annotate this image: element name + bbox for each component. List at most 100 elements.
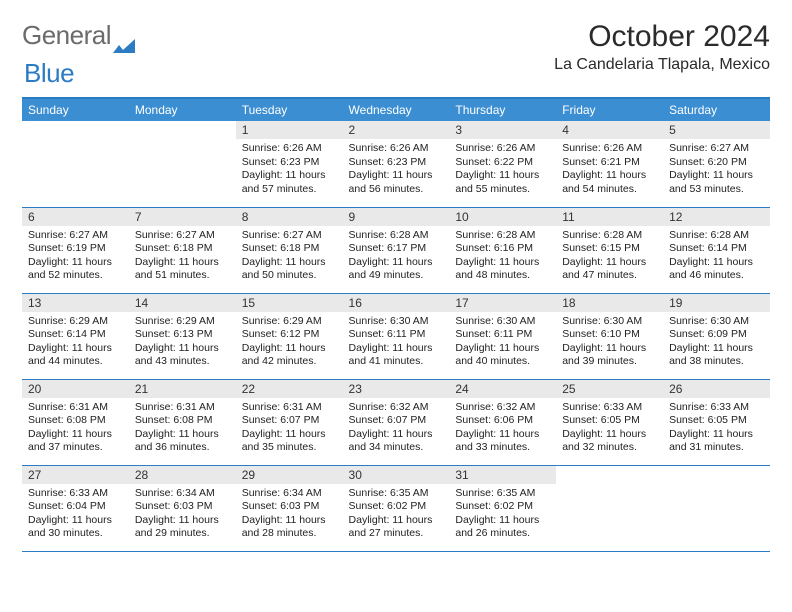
day-number: 13 [22, 294, 129, 312]
day-details: Sunrise: 6:33 AMSunset: 6:05 PMDaylight:… [663, 398, 770, 458]
day-details: Sunrise: 6:28 AMSunset: 6:15 PMDaylight:… [556, 226, 663, 286]
day-number: 22 [236, 380, 343, 398]
day-header: Monday [129, 98, 236, 121]
calendar-cell: 23Sunrise: 6:32 AMSunset: 6:07 PMDayligh… [343, 379, 450, 465]
day-number: 16 [343, 294, 450, 312]
day-number: 30 [343, 466, 450, 484]
day-details: Sunrise: 6:29 AMSunset: 6:14 PMDaylight:… [22, 312, 129, 372]
calendar-cell: 14Sunrise: 6:29 AMSunset: 6:13 PMDayligh… [129, 293, 236, 379]
calendar-cell: 15Sunrise: 6:29 AMSunset: 6:12 PMDayligh… [236, 293, 343, 379]
day-details: Sunrise: 6:26 AMSunset: 6:22 PMDaylight:… [449, 139, 556, 199]
day-header: Tuesday [236, 98, 343, 121]
day-details: Sunrise: 6:28 AMSunset: 6:16 PMDaylight:… [449, 226, 556, 286]
calendar-cell: 16Sunrise: 6:30 AMSunset: 6:11 PMDayligh… [343, 293, 450, 379]
day-number: 4 [556, 121, 663, 139]
day-details: Sunrise: 6:27 AMSunset: 6:18 PMDaylight:… [236, 226, 343, 286]
calendar-cell [663, 465, 770, 551]
calendar-cell: 30Sunrise: 6:35 AMSunset: 6:02 PMDayligh… [343, 465, 450, 551]
day-number: 2 [343, 121, 450, 139]
day-number: 21 [129, 380, 236, 398]
calendar-cell: 20Sunrise: 6:31 AMSunset: 6:08 PMDayligh… [22, 379, 129, 465]
day-number: 20 [22, 380, 129, 398]
day-details: Sunrise: 6:32 AMSunset: 6:07 PMDaylight:… [343, 398, 450, 458]
day-details: Sunrise: 6:31 AMSunset: 6:08 PMDaylight:… [129, 398, 236, 458]
day-details: Sunrise: 6:30 AMSunset: 6:11 PMDaylight:… [343, 312, 450, 372]
day-details: Sunrise: 6:27 AMSunset: 6:19 PMDaylight:… [22, 226, 129, 286]
calendar-cell: 7Sunrise: 6:27 AMSunset: 6:18 PMDaylight… [129, 207, 236, 293]
day-header: Friday [556, 98, 663, 121]
day-details: Sunrise: 6:27 AMSunset: 6:18 PMDaylight:… [129, 226, 236, 286]
day-details: Sunrise: 6:33 AMSunset: 6:04 PMDaylight:… [22, 484, 129, 544]
day-number: 7 [129, 208, 236, 226]
day-number: 28 [129, 466, 236, 484]
calendar-cell: 21Sunrise: 6:31 AMSunset: 6:08 PMDayligh… [129, 379, 236, 465]
calendar-cell: 9Sunrise: 6:28 AMSunset: 6:17 PMDaylight… [343, 207, 450, 293]
day-details: Sunrise: 6:33 AMSunset: 6:05 PMDaylight:… [556, 398, 663, 458]
calendar-cell: 27Sunrise: 6:33 AMSunset: 6:04 PMDayligh… [22, 465, 129, 551]
day-number: 25 [556, 380, 663, 398]
day-details: Sunrise: 6:26 AMSunset: 6:21 PMDaylight:… [556, 139, 663, 199]
day-number: 27 [22, 466, 129, 484]
day-details: Sunrise: 6:28 AMSunset: 6:17 PMDaylight:… [343, 226, 450, 286]
calendar-table: SundayMondayTuesdayWednesdayThursdayFrid… [22, 97, 770, 552]
calendar-cell: 8Sunrise: 6:27 AMSunset: 6:18 PMDaylight… [236, 207, 343, 293]
calendar-cell: 24Sunrise: 6:32 AMSunset: 6:06 PMDayligh… [449, 379, 556, 465]
calendar-cell: 3Sunrise: 6:26 AMSunset: 6:22 PMDaylight… [449, 121, 556, 207]
day-number: 31 [449, 466, 556, 484]
calendar-cell: 29Sunrise: 6:34 AMSunset: 6:03 PMDayligh… [236, 465, 343, 551]
day-number: 17 [449, 294, 556, 312]
day-details: Sunrise: 6:30 AMSunset: 6:09 PMDaylight:… [663, 312, 770, 372]
day-number: 5 [663, 121, 770, 139]
day-details: Sunrise: 6:32 AMSunset: 6:06 PMDaylight:… [449, 398, 556, 458]
day-number: 23 [343, 380, 450, 398]
day-details: Sunrise: 6:31 AMSunset: 6:08 PMDaylight:… [22, 398, 129, 458]
calendar-cell: 4Sunrise: 6:26 AMSunset: 6:21 PMDaylight… [556, 121, 663, 207]
day-number: 6 [22, 208, 129, 226]
brand-logo: General [22, 20, 135, 51]
calendar-cell: 2Sunrise: 6:26 AMSunset: 6:23 PMDaylight… [343, 121, 450, 207]
day-details: Sunrise: 6:34 AMSunset: 6:03 PMDaylight:… [236, 484, 343, 544]
day-number: 1 [236, 121, 343, 139]
wave-icon [113, 29, 135, 43]
day-details: Sunrise: 6:35 AMSunset: 6:02 PMDaylight:… [343, 484, 450, 544]
logo-text-1: General [22, 20, 111, 51]
day-number: 19 [663, 294, 770, 312]
calendar-cell: 13Sunrise: 6:29 AMSunset: 6:14 PMDayligh… [22, 293, 129, 379]
day-details: Sunrise: 6:31 AMSunset: 6:07 PMDaylight:… [236, 398, 343, 458]
calendar-cell [22, 121, 129, 207]
calendar-cell: 22Sunrise: 6:31 AMSunset: 6:07 PMDayligh… [236, 379, 343, 465]
calendar-cell: 31Sunrise: 6:35 AMSunset: 6:02 PMDayligh… [449, 465, 556, 551]
day-number: 18 [556, 294, 663, 312]
day-number: 29 [236, 466, 343, 484]
day-number: 11 [556, 208, 663, 226]
calendar-cell: 25Sunrise: 6:33 AMSunset: 6:05 PMDayligh… [556, 379, 663, 465]
day-details: Sunrise: 6:30 AMSunset: 6:10 PMDaylight:… [556, 312, 663, 372]
day-number: 8 [236, 208, 343, 226]
day-number: 14 [129, 294, 236, 312]
calendar-cell: 5Sunrise: 6:27 AMSunset: 6:20 PMDaylight… [663, 121, 770, 207]
day-details: Sunrise: 6:29 AMSunset: 6:13 PMDaylight:… [129, 312, 236, 372]
day-details: Sunrise: 6:34 AMSunset: 6:03 PMDaylight:… [129, 484, 236, 544]
day-number: 12 [663, 208, 770, 226]
day-header: Sunday [22, 98, 129, 121]
day-details: Sunrise: 6:26 AMSunset: 6:23 PMDaylight:… [236, 139, 343, 199]
day-header: Thursday [449, 98, 556, 121]
calendar-cell [556, 465, 663, 551]
day-header: Wednesday [343, 98, 450, 121]
calendar-cell [129, 121, 236, 207]
calendar-cell: 18Sunrise: 6:30 AMSunset: 6:10 PMDayligh… [556, 293, 663, 379]
day-details: Sunrise: 6:30 AMSunset: 6:11 PMDaylight:… [449, 312, 556, 372]
calendar-cell: 12Sunrise: 6:28 AMSunset: 6:14 PMDayligh… [663, 207, 770, 293]
calendar-cell: 6Sunrise: 6:27 AMSunset: 6:19 PMDaylight… [22, 207, 129, 293]
calendar-cell: 26Sunrise: 6:33 AMSunset: 6:05 PMDayligh… [663, 379, 770, 465]
page-title: October 2024 [554, 20, 770, 54]
day-details: Sunrise: 6:28 AMSunset: 6:14 PMDaylight:… [663, 226, 770, 286]
calendar-cell: 19Sunrise: 6:30 AMSunset: 6:09 PMDayligh… [663, 293, 770, 379]
day-number: 24 [449, 380, 556, 398]
day-details: Sunrise: 6:29 AMSunset: 6:12 PMDaylight:… [236, 312, 343, 372]
day-details: Sunrise: 6:27 AMSunset: 6:20 PMDaylight:… [663, 139, 770, 199]
day-number: 10 [449, 208, 556, 226]
day-details: Sunrise: 6:26 AMSunset: 6:23 PMDaylight:… [343, 139, 450, 199]
day-number: 26 [663, 380, 770, 398]
day-number: 9 [343, 208, 450, 226]
